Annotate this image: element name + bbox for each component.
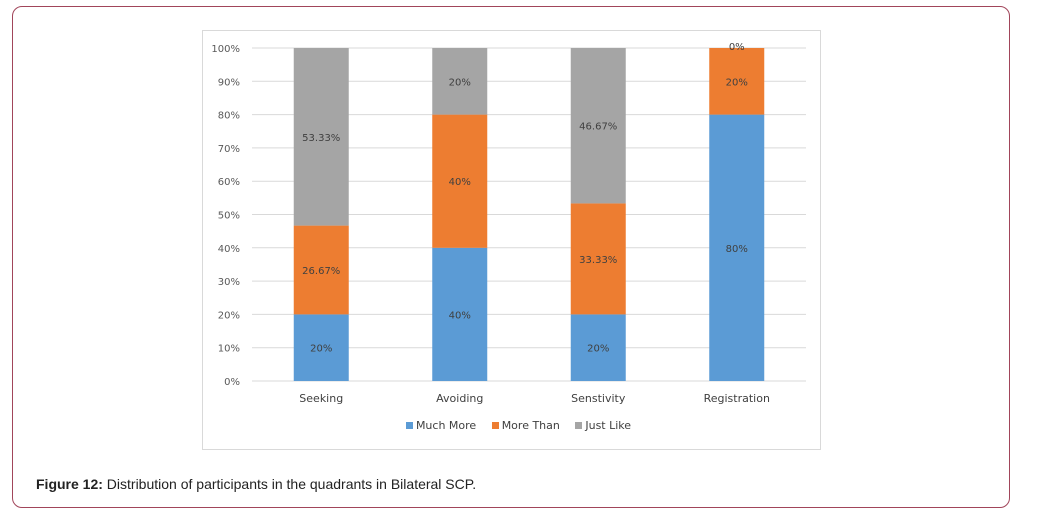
bar-segment xyxy=(570,48,626,204)
legend-label-more-than: More Than xyxy=(501,419,560,432)
bar-segment xyxy=(293,48,349,226)
y-tick-label: 0% xyxy=(224,377,240,388)
data-label: 80% xyxy=(726,244,748,255)
bar-segment xyxy=(293,225,349,315)
y-tick-label: 100% xyxy=(211,44,240,55)
data-label: 20% xyxy=(310,344,332,355)
bar-segment xyxy=(432,48,488,115)
data-label: 33.33% xyxy=(579,255,617,266)
legend-item-just-like: Just Like xyxy=(575,419,631,432)
legend-item-more-than: More Than xyxy=(491,419,560,432)
legend-swatch-more-than xyxy=(491,422,499,429)
bar-segment xyxy=(570,314,626,381)
bar-segment xyxy=(432,114,488,248)
bar-segment xyxy=(709,114,765,381)
chart-legend: Much More More Than Just Like xyxy=(0,419,1037,432)
data-label: 40% xyxy=(449,177,471,188)
caption-label: Figure 12: xyxy=(36,476,103,492)
y-tick-label: 20% xyxy=(218,310,240,321)
data-label: 53.33% xyxy=(302,133,340,144)
legend-swatch-just-like xyxy=(575,422,583,429)
legend-label-just-like: Just Like xyxy=(585,419,632,432)
bar-segment xyxy=(432,247,488,381)
y-tick-label: 30% xyxy=(218,277,240,288)
figure-frame xyxy=(12,6,1010,508)
data-label: 40% xyxy=(449,310,471,321)
y-tick-label: 80% xyxy=(218,111,240,122)
y-tick-label: 70% xyxy=(218,144,240,155)
stacked-bar-chart: 0% 10% 20% 30% 40% 50% 60% 70% 80% 90% 100% 20% 26.6… xyxy=(211,42,806,405)
bar-segment xyxy=(570,203,626,315)
data-label: 0% xyxy=(729,42,745,53)
data-label: 20% xyxy=(726,77,748,88)
x-tick-label: Registration xyxy=(704,392,770,405)
y-tick-label: 60% xyxy=(218,177,240,188)
y-tick-label: 50% xyxy=(218,211,240,222)
data-label: 46.67% xyxy=(579,122,617,133)
data-label: 26.67% xyxy=(302,266,340,277)
data-label: 20% xyxy=(449,77,471,88)
legend-label-much-more: Much More xyxy=(415,419,477,432)
y-tick-label: 40% xyxy=(218,244,240,255)
x-tick-label: Seeking xyxy=(299,392,343,405)
data-label: 20% xyxy=(587,344,609,355)
figure-caption: Figure 12: Distribution of participants … xyxy=(36,476,476,492)
bar-segment xyxy=(709,48,765,115)
legend-item-much-more: Much More xyxy=(405,419,477,432)
y-tick-label: 10% xyxy=(218,344,240,355)
bar-segment xyxy=(293,314,349,381)
y-tick-label: 90% xyxy=(218,77,240,88)
legend-swatch-much-more xyxy=(405,422,413,429)
x-tick-label: Avoiding xyxy=(436,392,483,405)
x-tick-label: Senstivity xyxy=(571,392,626,405)
caption-text: Distribution of participants in the quad… xyxy=(102,476,477,492)
